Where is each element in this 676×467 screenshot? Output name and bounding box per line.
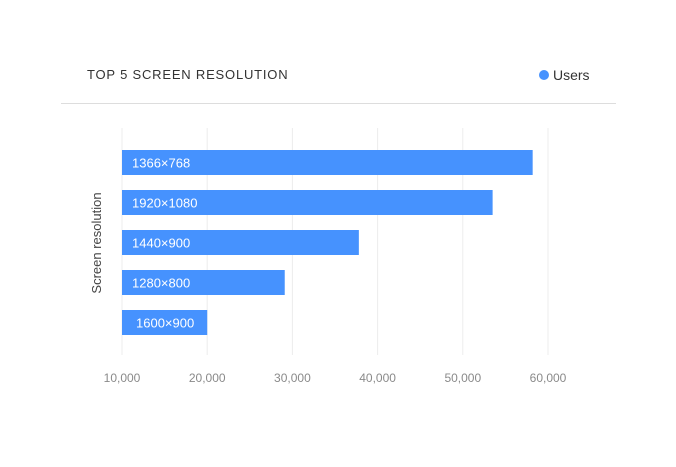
x-tick-label: 30,000	[274, 371, 311, 385]
bar-category-label: 1600×900	[136, 316, 194, 331]
bar[interactable]	[122, 270, 285, 295]
x-tick-label: 50,000	[444, 371, 481, 385]
bars	[122, 150, 533, 335]
legend-label: Users	[553, 67, 590, 83]
bar[interactable]	[122, 150, 533, 175]
bar[interactable]	[122, 310, 208, 335]
x-axis-ticks: 10,000 20,000 30,000 40,000 50,000 60,000	[104, 371, 567, 385]
x-tick-label: 60,000	[530, 371, 567, 385]
bar[interactable]	[122, 230, 359, 255]
x-tick-label: 40,000	[359, 371, 396, 385]
legend-swatch-icon	[539, 70, 549, 80]
x-tick-label: 10,000	[104, 371, 141, 385]
x-tick-label: 20,000	[189, 371, 226, 385]
bar-category-label: 1366×768	[132, 156, 190, 171]
legend[interactable]: Users	[539, 67, 590, 83]
bar-category-label: 1280×800	[132, 276, 190, 291]
bar-category-label: 1440×900	[132, 236, 190, 251]
bar[interactable]	[122, 190, 493, 215]
bar-labels: 1366×768 1920×1080 1440×900 1280×800 1600×90…	[132, 156, 197, 331]
header-divider	[61, 103, 616, 104]
y-axis-title: Screen resolution	[89, 192, 104, 293]
bar-category-label: 1920×1080	[132, 196, 197, 211]
chart-title: TOP 5 SCREEN RESOLUTION	[87, 67, 289, 82]
